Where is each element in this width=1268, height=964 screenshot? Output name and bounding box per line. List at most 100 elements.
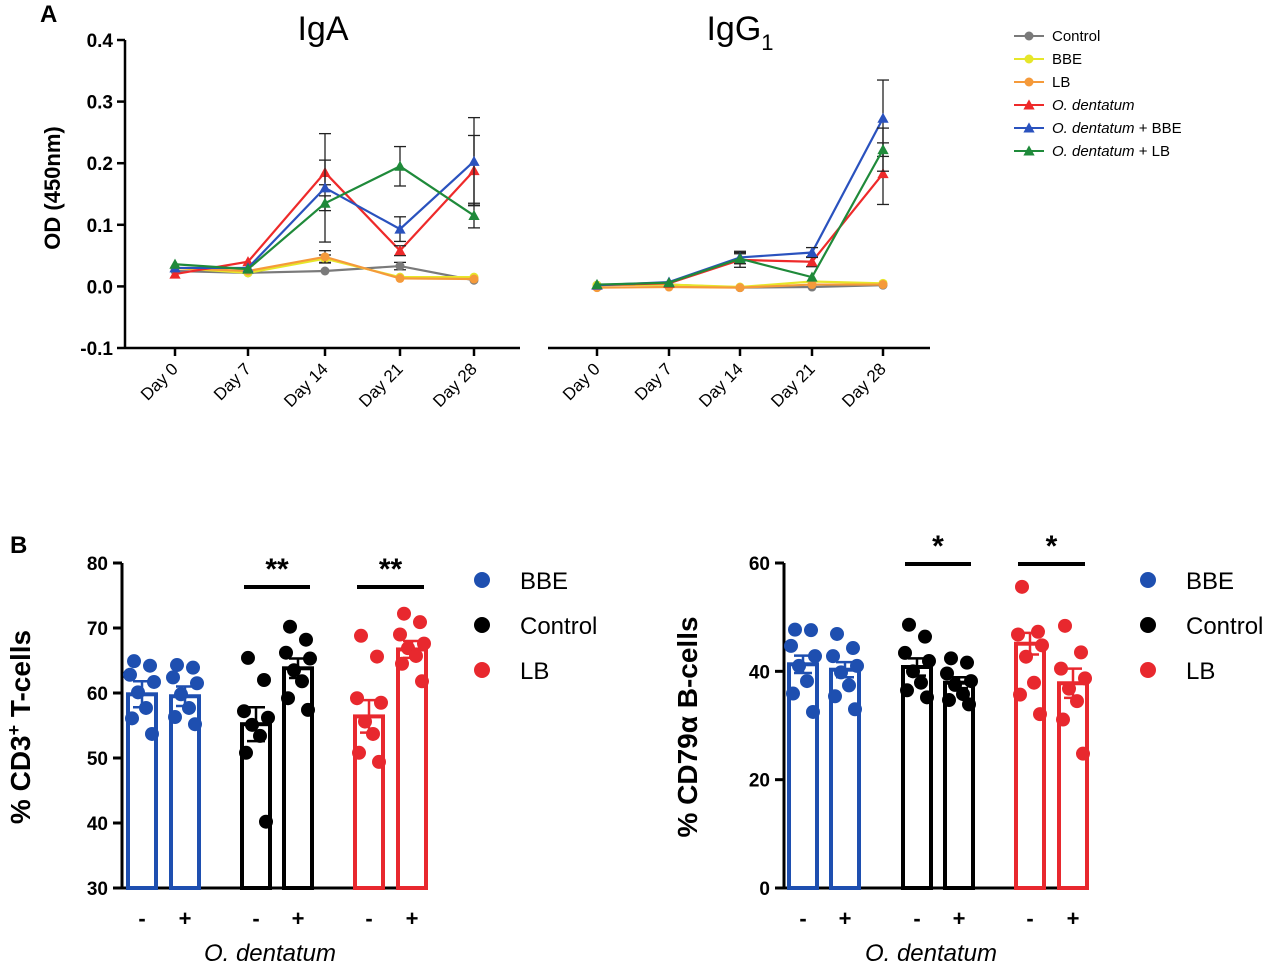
cd3-bar-group	[350, 628, 388, 891]
igg1-series-o-dentatum	[591, 142, 889, 290]
cd3-y-axis-label: % CD3+ T-cells	[4, 630, 36, 824]
cd3-legend-label: Control	[520, 613, 597, 640]
cd3-data-point	[281, 691, 295, 706]
cd3-data-point	[413, 615, 427, 630]
cd3-data-point	[417, 636, 431, 651]
cd3-data-point	[143, 658, 157, 673]
cd3-data-point	[397, 606, 411, 621]
cd3-data-point	[352, 745, 366, 760]
cd79-bar-group	[1011, 579, 1049, 890]
line-legend-marker	[1024, 54, 1034, 64]
cd3-data-point	[188, 717, 202, 732]
iga-x-tick-label: Day 21	[355, 359, 407, 411]
cd3-data-point	[239, 745, 253, 760]
line-legend-label: LB	[1052, 74, 1070, 91]
cd79-x-tick-label: -	[799, 906, 806, 931]
panel-label-b: B	[10, 532, 27, 559]
cd3-data-point	[147, 674, 161, 689]
cd3-x-tick-label: -	[252, 906, 259, 931]
cd79-bar-group	[1054, 618, 1092, 890]
cd3-bar-group	[237, 650, 275, 891]
cd79-data-point	[788, 622, 802, 637]
cd3-data-point	[186, 660, 200, 675]
cd79-data-point	[1058, 618, 1072, 633]
cd3-data-point	[374, 695, 388, 710]
cd79-legend-label: LB	[1186, 658, 1215, 685]
cd79-data-point	[1054, 661, 1068, 676]
iga-data-point	[469, 274, 479, 284]
cd3-bar-group	[279, 619, 317, 890]
cd3-data-point	[253, 728, 267, 743]
line-legend-marker	[1023, 145, 1035, 156]
igg1-data-point	[806, 271, 818, 282]
cd3-y-tick-label: 80	[87, 554, 108, 575]
cd79-data-point	[942, 693, 956, 708]
iga-data-point	[395, 273, 405, 283]
cd3-data-point	[259, 814, 273, 829]
iga-series-o-dentatum-lb	[169, 145, 480, 274]
cd79-data-point	[920, 690, 934, 705]
cd3-data-point	[257, 673, 271, 687]
iga-chart: IgA OD (450nm) 0.4 0.3 0.2 0.1 0.0 -0.1 Day 0 D…	[40, 10, 520, 411]
line-legend-label: O. dentatum	[1052, 97, 1135, 114]
cd79-data-point	[848, 702, 862, 717]
cd79-data-point	[900, 683, 914, 698]
cd3-y-tick-label: 60	[87, 684, 108, 705]
cd79-y-tick-label: 0	[759, 879, 770, 900]
cd3-data-point	[354, 628, 368, 643]
cd79-x-tick-label: -	[913, 906, 920, 931]
cd3-data-point	[237, 704, 251, 719]
cd79-x-axis-label: O. dentatum	[865, 940, 997, 964]
cd3-data-point	[261, 710, 275, 725]
cd79-data-point	[948, 677, 962, 692]
cd3-legend-marker	[474, 572, 490, 588]
cd3-data-point	[174, 687, 188, 702]
iga-title: IgA	[297, 10, 348, 48]
line-legend-marker	[1024, 77, 1034, 87]
iga-data-point	[394, 160, 406, 171]
cd3-data-point	[182, 700, 196, 715]
iga-data-point	[320, 266, 330, 276]
cd79-data-point	[1070, 694, 1084, 709]
cd79-y-tick-label: 20	[749, 771, 770, 792]
cd79-data-point	[804, 623, 818, 638]
line-legend-item: LB	[1014, 74, 1070, 91]
iga-data-point	[395, 261, 405, 271]
iga-data-point	[468, 155, 480, 166]
cd79-data-point	[1035, 638, 1049, 653]
cd79-data-point	[1074, 645, 1088, 660]
line-legend-item: O. dentatum + BBE	[1014, 120, 1182, 137]
cd3-y-tick-label: 30	[87, 879, 108, 900]
cd79-x-tick-label: +	[839, 906, 852, 931]
cd3-data-point	[366, 726, 380, 741]
igg1-data-point	[734, 253, 746, 264]
cd79-x-tick-label: +	[1067, 906, 1080, 931]
cd79-y-axis-label: % CD79α B-cells	[672, 616, 703, 837]
cd79-data-point	[1076, 746, 1090, 761]
cd79-data-point	[940, 666, 954, 681]
igg1-series-o-dentatum-lb	[591, 127, 889, 290]
iga-y-tick-label: 0.2	[87, 154, 113, 175]
cd79-bar-group	[826, 626, 864, 890]
cd79-significance-label: *	[1046, 530, 1058, 563]
cd79-bar-group	[940, 651, 978, 890]
cd79-x-tick-label: -	[1026, 906, 1033, 931]
cd79-data-point	[902, 617, 916, 632]
cd3-chart: % CD3+ T-cells O. dentatum 80 70 60 50 40 30 -…	[4, 553, 597, 964]
iga-y-tick-label: 0.4	[87, 31, 114, 52]
cd79-legend-label: BBE	[1186, 568, 1234, 595]
igg1-data-point	[807, 280, 817, 290]
igg1-data-point	[878, 280, 888, 290]
cd3-legend-marker	[474, 662, 490, 678]
cd3-legend: BBE Control LB	[474, 568, 597, 685]
cd79-data-point	[786, 686, 800, 701]
cd79-data-point	[1078, 671, 1092, 686]
cd3-x-tick-label: +	[406, 906, 419, 931]
cd79-data-point	[1027, 675, 1041, 690]
cd79-data-point	[828, 689, 842, 704]
cd79-data-point	[906, 664, 920, 679]
cd3-data-point	[245, 717, 259, 732]
cd79-data-point	[842, 678, 856, 693]
cd79-data-point	[846, 641, 860, 656]
iga-y-tick-label: -0.1	[80, 339, 113, 360]
